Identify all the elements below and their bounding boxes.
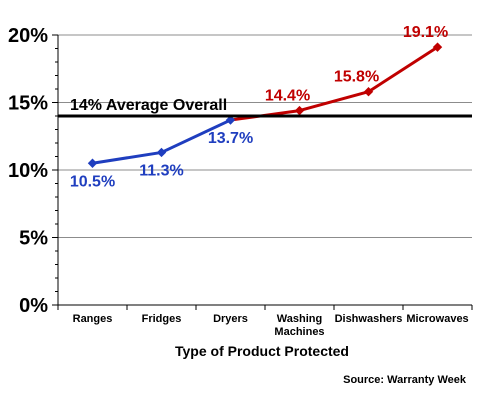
y-tick-label: 10% xyxy=(8,160,48,182)
average-line-label: 14% Average Overall xyxy=(70,97,227,114)
data-label: 10.5% xyxy=(70,173,115,190)
x-tick-label: Microwaves xyxy=(406,313,468,325)
data-point-marker xyxy=(87,158,98,168)
data-labels: 10.5% 11.3% 13.7% 14.4% 15.8% 19.1% xyxy=(70,24,448,190)
series-line-segment xyxy=(160,118,232,154)
y-tick-label: 5% xyxy=(19,228,48,250)
x-tick-label: Dryers xyxy=(213,313,248,325)
x-tick-label: Ranges xyxy=(73,313,113,325)
source-note: Source: Warranty Week xyxy=(343,374,467,386)
series-line-segment xyxy=(298,90,370,113)
data-label: 19.1% xyxy=(403,24,448,41)
x-axis-title: Type of Product Protected xyxy=(175,343,349,359)
average-line-group: 14% Average Overall xyxy=(58,97,472,118)
data-label: 14.4% xyxy=(265,88,310,105)
x-tick-label: Dishwashers xyxy=(335,313,403,325)
data-point-marker xyxy=(363,86,374,97)
gridlines xyxy=(58,34,472,238)
y-tick-label: 20% xyxy=(8,25,48,47)
data-point-marker xyxy=(294,105,305,116)
data-point-marker xyxy=(156,147,167,158)
y-tick-labels: 0% 5% 10% 15% 20% xyxy=(8,25,48,317)
y-tick-label: 15% xyxy=(8,93,48,115)
x-tick-label: Machines xyxy=(274,326,324,338)
data-point-marker xyxy=(432,42,443,52)
data-label: 11.3% xyxy=(139,162,183,179)
series-line-segment xyxy=(91,150,163,165)
x-tick-label: Washing xyxy=(277,313,322,325)
data-point-marker xyxy=(225,115,236,125)
axes xyxy=(52,34,473,310)
series-line-segment xyxy=(367,45,439,94)
x-tick-label: Fridges xyxy=(142,313,182,325)
data-label: 13.7% xyxy=(208,130,253,147)
data-label: 15.8% xyxy=(334,69,379,86)
y-tick-label: 0% xyxy=(19,295,48,317)
